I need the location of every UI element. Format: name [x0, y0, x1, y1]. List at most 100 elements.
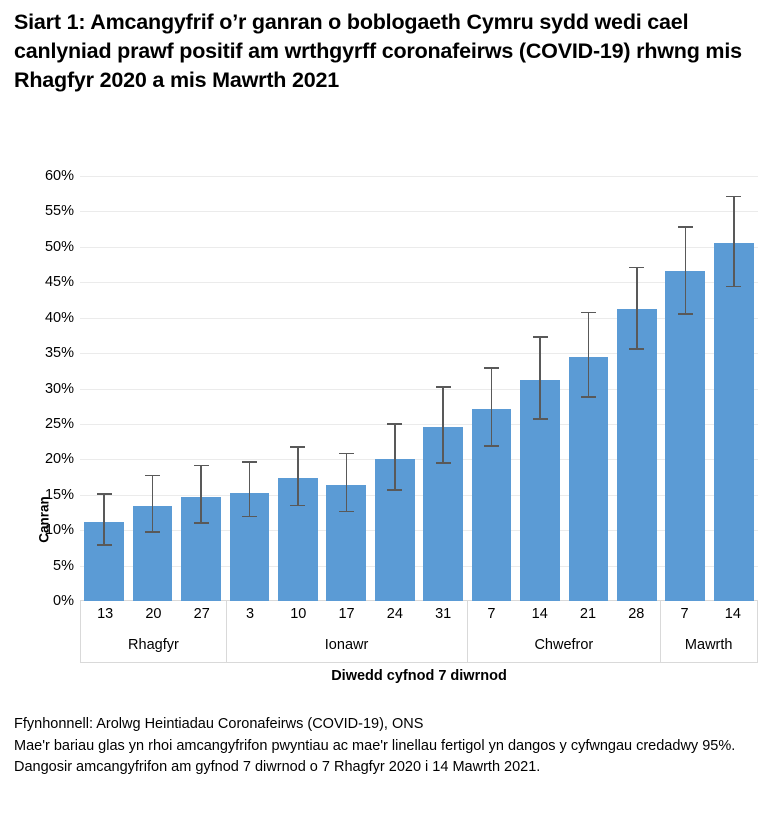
error-bar-cap-upper [145, 474, 161, 477]
error-bar-cap-lower [580, 396, 596, 398]
error-bar-cap-lower [96, 544, 112, 546]
error-bar-line [587, 313, 590, 398]
x-axis-day-label: 7 [487, 606, 496, 622]
x-axis-day-label: 14 [724, 606, 741, 622]
bar-group [613, 176, 661, 601]
error-bar-cap-upper [338, 452, 354, 455]
error-bar-cap-upper [484, 367, 500, 369]
bar-group [661, 176, 709, 601]
error-bar-cap-upper [580, 311, 596, 314]
bar [665, 270, 706, 601]
error-bar-line [636, 268, 638, 350]
error-bar-cap-upper [726, 195, 742, 198]
x-axis-month-label: Rhagfyr [128, 637, 179, 653]
error-bar-cap-upper [241, 461, 257, 463]
y-axis-tick-label: 60% [44, 168, 74, 184]
bar-group [80, 176, 128, 601]
month-separator [660, 601, 662, 662]
gridline [80, 246, 758, 248]
y-axis-tick-label: 20% [44, 451, 74, 468]
error-bar-line [393, 424, 396, 491]
x-axis-day-label: 20 [145, 606, 162, 622]
error-bar-cap-lower [290, 504, 306, 507]
error-bar-line [732, 197, 735, 288]
error-bar-cap-upper [435, 386, 451, 388]
gridline [80, 317, 758, 319]
y-axis-tick-label: 40% [44, 309, 74, 326]
bar-group [710, 176, 758, 601]
error-bar-line [200, 466, 202, 524]
gridline [80, 388, 758, 390]
x-axis-month-label: Chwefror [534, 637, 594, 653]
bar-group [274, 176, 322, 601]
error-bar-cap-upper [532, 335, 548, 338]
y-axis-tick-label: 15% [44, 486, 74, 503]
x-axis-month-label: Mawrth [684, 637, 733, 653]
footnote-source: Ffynhonnell: Arolwg Heintiadau Coronafei… [14, 716, 424, 732]
footnote-note: Mae'r bariau glas yn rhoi amcangyfrifon … [14, 737, 736, 776]
error-bar-line [103, 494, 105, 546]
y-axis-tick-label: 5% [53, 557, 74, 574]
error-bar-line [297, 448, 299, 507]
x-axis-title: Diwedd cyfnod 7 diwrnod [331, 668, 507, 684]
x-axis-month-row: Rhagfyr Ionawr Chwefror Mawrth [81, 631, 757, 662]
y-axis-tick-label: 50% [44, 238, 74, 255]
month-separator [225, 601, 227, 662]
bar [713, 243, 754, 601]
error-bar-line [442, 387, 444, 464]
error-bar-cap-lower [726, 285, 742, 288]
gridline [80, 282, 758, 284]
error-bar-cap-lower [532, 418, 548, 420]
gridline [80, 211, 758, 213]
error-bar-cap-upper [290, 446, 306, 448]
error-bar-cap-lower [629, 347, 645, 350]
error-bar-line [490, 368, 493, 447]
x-axis-day-label: 21 [579, 606, 597, 622]
x-axis-day-label: 14 [531, 606, 548, 622]
y-axis-tick-label: 30% [44, 380, 74, 397]
y-axis-tick-label: 45% [44, 274, 74, 291]
bar-group [128, 176, 176, 601]
gridline [80, 176, 758, 177]
error-bar-cap-lower [338, 510, 354, 513]
error-bar-line [345, 454, 348, 513]
x-axis-day-row: 13 20 27 3 10 17 24 31 7 14 21 28 7 14 [81, 601, 757, 631]
error-bar-cap-upper [96, 493, 112, 495]
error-bar-cap-upper [193, 464, 209, 467]
gridline [80, 459, 758, 461]
x-axis-day-label: 27 [193, 606, 210, 622]
error-bar-cap-lower [484, 445, 500, 447]
error-bar-cap-upper [387, 423, 403, 425]
error-bar-line [248, 462, 251, 518]
y-axis-tick-label: 25% [44, 415, 74, 432]
chart-figure: Canran 60% 55% 50% 45% 40% 35% 30% 25% 20% 15% 10%… [0, 160, 764, 700]
x-axis-day-label: 7 [680, 606, 689, 622]
bar-group [419, 176, 467, 601]
x-axis-day-label: 24 [386, 606, 403, 622]
bar-group [467, 176, 515, 601]
footnotes: Ffynhonnell: Arolwg Heintiadau Coronafei… [14, 714, 754, 779]
error-bar-cap-lower [435, 462, 451, 464]
x-axis-labels: 13 20 27 3 10 17 24 31 7 14 21 28 7 14 Rhagfyr Ionawr C… [80, 601, 758, 663]
bar-group [516, 176, 564, 601]
x-axis-day-label: 3 [245, 606, 255, 622]
error-bar-line [151, 476, 154, 533]
gridline [80, 494, 758, 496]
x-axis-day-label: 10 [290, 606, 307, 622]
page-title: Siart 1: Amcangyfrif o’r ganran o boblog… [14, 10, 742, 92]
bar-group [225, 176, 273, 601]
x-axis-day-label: 17 [338, 606, 355, 622]
axis-baseline [80, 600, 758, 601]
bar-group [177, 176, 225, 601]
x-axis-day-label: 13 [97, 606, 114, 622]
error-bar-cap-upper [677, 226, 693, 228]
y-axis-tick-label: 0% [53, 593, 74, 609]
x-axis-day-label: 28 [628, 606, 645, 622]
gridline [80, 353, 758, 355]
error-bar-line [684, 227, 687, 315]
error-bar-cap-lower [677, 313, 693, 315]
y-axis-tick-label: 55% [44, 203, 74, 220]
error-bar-cap-lower [241, 515, 257, 518]
gridline [80, 530, 758, 532]
bar-series [80, 176, 758, 601]
